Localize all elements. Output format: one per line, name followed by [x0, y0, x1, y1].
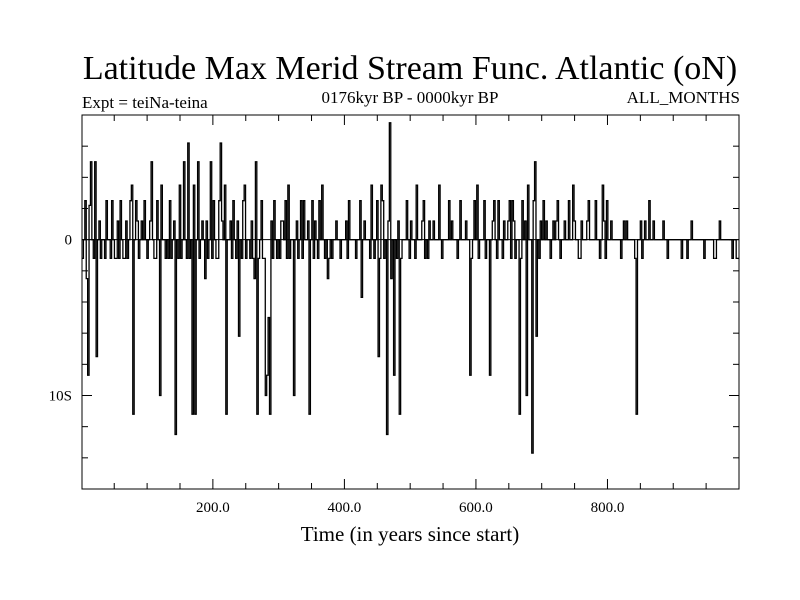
x-tick-label: 400.0 [328, 500, 362, 516]
period-label: 0176kyr BP - 0000kyr BP [322, 88, 499, 107]
season-label: ALL_MONTHS [627, 88, 740, 107]
x-axis-tick-labels: 200.0 400.0 600.0 800.0 [196, 500, 624, 516]
plot-frame [81, 114, 740, 490]
experiment-label: Expt = teiNa-teina [82, 93, 208, 112]
x-tick-label: 800.0 [591, 500, 625, 516]
chart-title: Latitude Max Merid Stream Func. Atlantic… [83, 50, 737, 87]
x-axis-label: Time (in years since start) [301, 522, 520, 546]
y-tick-label: 10S [49, 389, 72, 405]
x-tick-label: 200.0 [196, 500, 230, 516]
x-axis-ticks [113, 115, 707, 489]
y-tick-label: 0 [65, 233, 73, 249]
x-tick-label: 600.0 [459, 500, 493, 516]
y-axis-tick-labels: 0 10S [49, 233, 72, 405]
